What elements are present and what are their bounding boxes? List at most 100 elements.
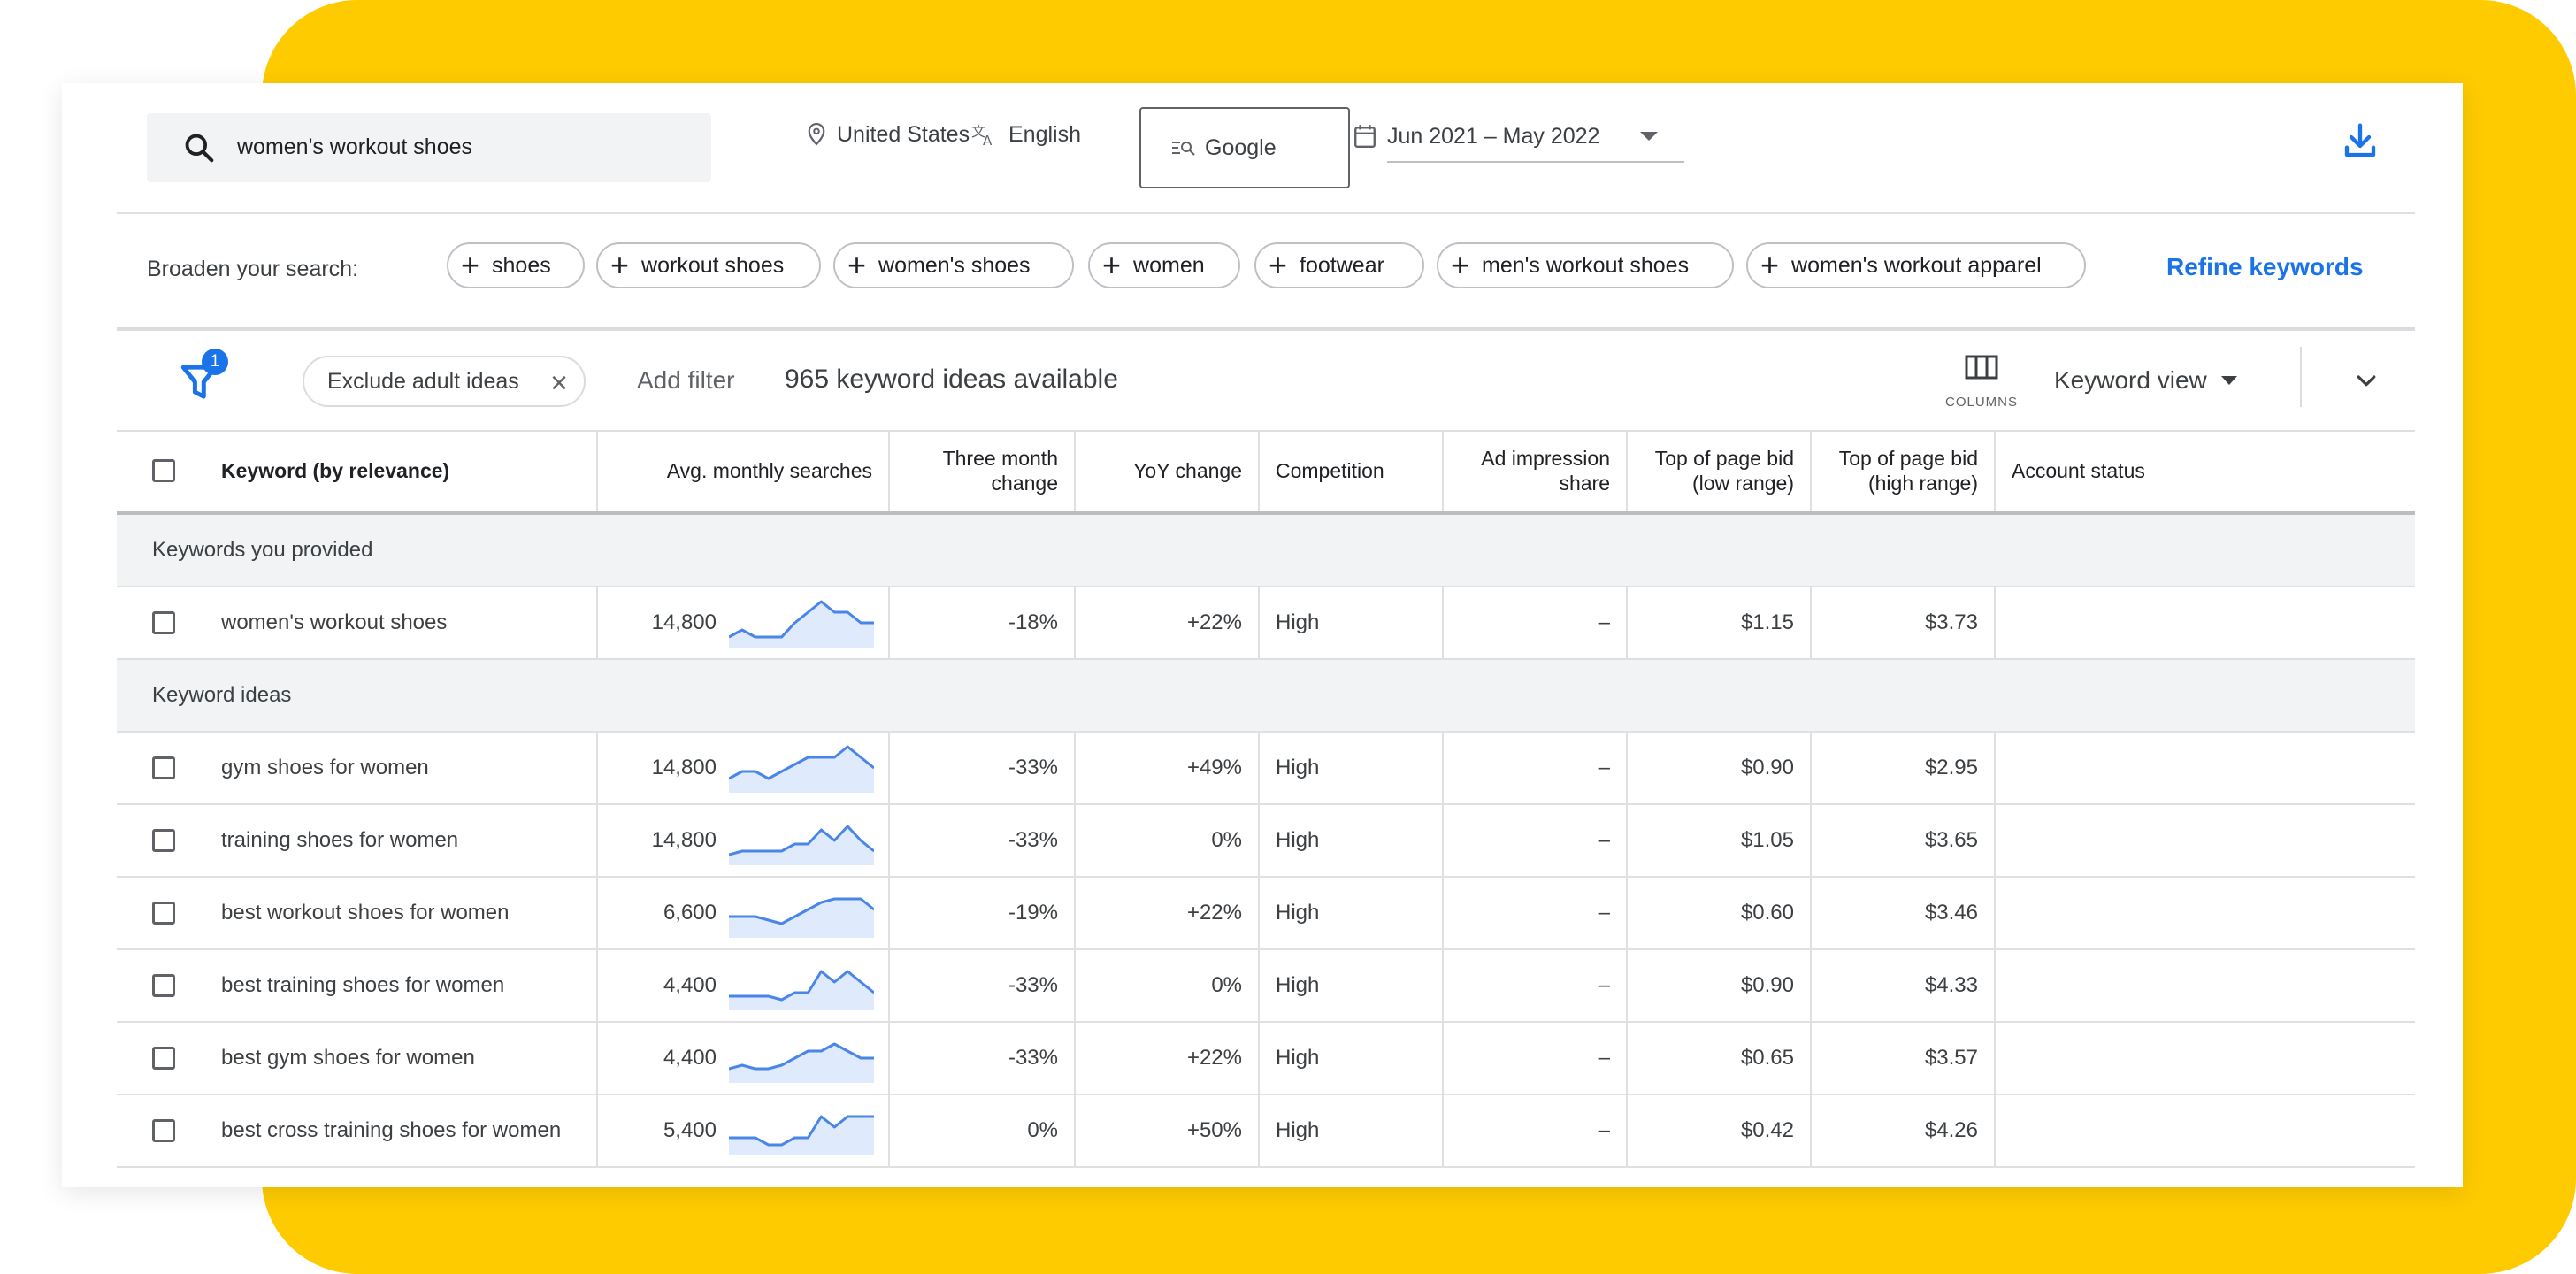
broaden-chip-women[interactable]: + women bbox=[1088, 242, 1240, 288]
header-ad-impression-share[interactable]: Ad impression share bbox=[1444, 430, 1628, 511]
row-checkbox[interactable] bbox=[152, 829, 175, 852]
avg-monthly-searches-value: 14,800 bbox=[651, 610, 717, 634]
competition-cell: High bbox=[1260, 587, 1444, 658]
date-range-label: Jun 2021 – May 2022 bbox=[1387, 123, 1600, 149]
row-checkbox[interactable] bbox=[152, 902, 175, 925]
keyword-cell: training shoes for women bbox=[117, 805, 598, 876]
header-three-month-change[interactable]: Three month change bbox=[890, 430, 1076, 511]
broaden-chip-womens-workout-apparel[interactable]: + women's workout apparel bbox=[1746, 242, 2086, 288]
broaden-chip-shoes[interactable]: + shoes bbox=[447, 242, 585, 288]
header-competition[interactable]: Competition bbox=[1260, 430, 1444, 511]
keyword-text: best gym shoes for women bbox=[221, 1046, 475, 1070]
avg-monthly-searches-value: 5,400 bbox=[663, 1118, 717, 1142]
section-label: Keyword ideas bbox=[152, 683, 292, 707]
search-query: women's workout shoes bbox=[237, 134, 473, 159]
three-month-cell: -33% bbox=[890, 950, 1076, 1021]
row-checkbox[interactable] bbox=[152, 1119, 175, 1142]
keyword-ideas-count: 965 keyword ideas available bbox=[785, 365, 1118, 394]
sparkline-area bbox=[729, 1044, 874, 1083]
sparkline-area bbox=[729, 747, 874, 793]
broaden-chip-mens-workout-shoes[interactable]: + men's workout shoes bbox=[1437, 242, 1734, 288]
keyword-cell: gym shoes for women bbox=[117, 733, 598, 803]
yoy-cell: +22% bbox=[1076, 587, 1260, 658]
filter-bar: 1 Exclude adult ideas × Add filter 965 k… bbox=[117, 331, 2415, 432]
sparkline-line bbox=[729, 825, 874, 856]
avg-monthly-searches-cell: 14,800 bbox=[598, 805, 890, 876]
chip-label: women's workout apparel bbox=[1791, 252, 2042, 278]
select-all-checkbox[interactable] bbox=[152, 459, 175, 482]
account-status-cell bbox=[1996, 950, 2415, 1021]
avg-monthly-searches-value: 14,800 bbox=[651, 828, 717, 852]
sparkline-area bbox=[729, 899, 874, 938]
header-bid-low[interactable]: Top of page bid (low range) bbox=[1628, 430, 1812, 511]
table-row[interactable]: best cross training shoes for women 5,400… bbox=[117, 1095, 2415, 1168]
header-yoy-change[interactable]: YoY change bbox=[1076, 430, 1260, 511]
refine-keywords-link[interactable]: Refine keywords bbox=[2166, 253, 2364, 280]
keyword-view-label: Keyword view bbox=[2054, 366, 2207, 394]
broaden-chip-footwear[interactable]: + footwear bbox=[1254, 242, 1424, 288]
broaden-search-bar: Broaden your search: + shoes + workout sho… bbox=[117, 214, 2415, 331]
row-checkbox[interactable] bbox=[152, 974, 175, 997]
chevron-down-icon[interactable] bbox=[2353, 368, 2380, 395]
language-label: English bbox=[1008, 121, 1081, 147]
chip-label: women bbox=[1133, 252, 1205, 278]
search-input[interactable]: women's workout shoes bbox=[147, 113, 711, 182]
plus-icon: + bbox=[1760, 247, 1780, 283]
chip-label: men's workout shoes bbox=[1482, 252, 1690, 278]
header-avg-monthly-searches[interactable]: Avg. monthly searches bbox=[598, 430, 890, 511]
table-row[interactable]: best workout shoes for women 6,600 -19% +22… bbox=[117, 878, 2415, 950]
row-checkbox[interactable] bbox=[152, 1047, 175, 1070]
table-row[interactable]: best gym shoes for women 4,400 -33% +22% Hig… bbox=[117, 1023, 2415, 1095]
yoy-cell: 0% bbox=[1076, 950, 1260, 1021]
header-keyword-label: Keyword (by relevance) bbox=[221, 459, 450, 482]
keyword-view-dropdown[interactable]: Keyword view bbox=[2054, 366, 2237, 395]
chip-label: footwear bbox=[1300, 252, 1384, 278]
keyword-cell: women's workout shoes bbox=[117, 587, 598, 658]
account-status-cell bbox=[1996, 1023, 2415, 1094]
date-range-selector[interactable]: Jun 2021 – May 2022 bbox=[1353, 117, 1684, 163]
chip-label: shoes bbox=[492, 252, 551, 278]
competition-cell: High bbox=[1260, 1023, 1444, 1094]
columns-button[interactable]: COLUMNS bbox=[1937, 345, 2026, 416]
three-month-cell: -19% bbox=[890, 878, 1076, 948]
header-keyword[interactable]: Keyword (by relevance) bbox=[117, 430, 598, 511]
chip-label: women's shoes bbox=[878, 252, 1031, 278]
broaden-chip-workout-shoes[interactable]: + workout shoes bbox=[596, 242, 821, 288]
bid-low-cell: $0.60 bbox=[1628, 878, 1812, 948]
table-row[interactable]: training shoes for women 14,800 -33% 0% High… bbox=[117, 805, 2415, 878]
account-status-cell bbox=[1996, 878, 2415, 948]
download-icon[interactable] bbox=[2342, 122, 2378, 161]
bid-high-cell: $3.73 bbox=[1812, 587, 1996, 658]
plus-icon: + bbox=[847, 247, 867, 283]
table-row[interactable]: women's workout shoes 14,800 -18% +22% High –… bbox=[117, 587, 2415, 660]
plus-icon: + bbox=[1269, 247, 1288, 283]
avg-monthly-searches-cell: 4,400 bbox=[598, 1023, 890, 1094]
bid-high-cell: $3.65 bbox=[1812, 805, 1996, 876]
header-account-status[interactable]: Account status bbox=[2012, 459, 2145, 482]
exclude-adult-ideas-chip[interactable]: Exclude adult ideas × bbox=[303, 356, 586, 407]
sparkline-area bbox=[729, 602, 874, 648]
account-status-cell bbox=[1996, 587, 2415, 658]
header-bid-high[interactable]: Top of page bid (high range) bbox=[1812, 430, 1996, 511]
row-checkbox[interactable] bbox=[152, 756, 175, 779]
add-filter-button[interactable]: Add filter bbox=[637, 366, 735, 394]
avg-monthly-searches-cell: 14,800 bbox=[598, 587, 890, 658]
chip-label: workout shoes bbox=[641, 252, 785, 278]
broaden-chip-womens-shoes[interactable]: + women's shoes bbox=[833, 242, 1074, 288]
three-month-cell: -33% bbox=[890, 733, 1076, 803]
close-icon[interactable]: × bbox=[550, 366, 568, 400]
location-selector[interactable]: United States bbox=[807, 117, 970, 152]
filter-count-badge: 1 bbox=[202, 349, 228, 375]
search-network-icon bbox=[1172, 142, 1195, 156]
yoy-cell: 0% bbox=[1076, 805, 1260, 876]
row-checkbox[interactable] bbox=[152, 611, 175, 634]
keyword-text: best cross training shoes for women bbox=[221, 1118, 562, 1142]
search-engine-selector[interactable]: Google bbox=[1139, 107, 1350, 188]
table-row[interactable]: best training shoes for women 4,400 -33% 0%… bbox=[117, 950, 2415, 1023]
table-row[interactable]: gym shoes for women 14,800 -33% +49% High – $0… bbox=[117, 733, 2415, 805]
svg-text:A: A bbox=[983, 133, 993, 147]
yoy-cell: +50% bbox=[1076, 1095, 1260, 1166]
bid-high-cell: $4.26 bbox=[1812, 1095, 1996, 1166]
